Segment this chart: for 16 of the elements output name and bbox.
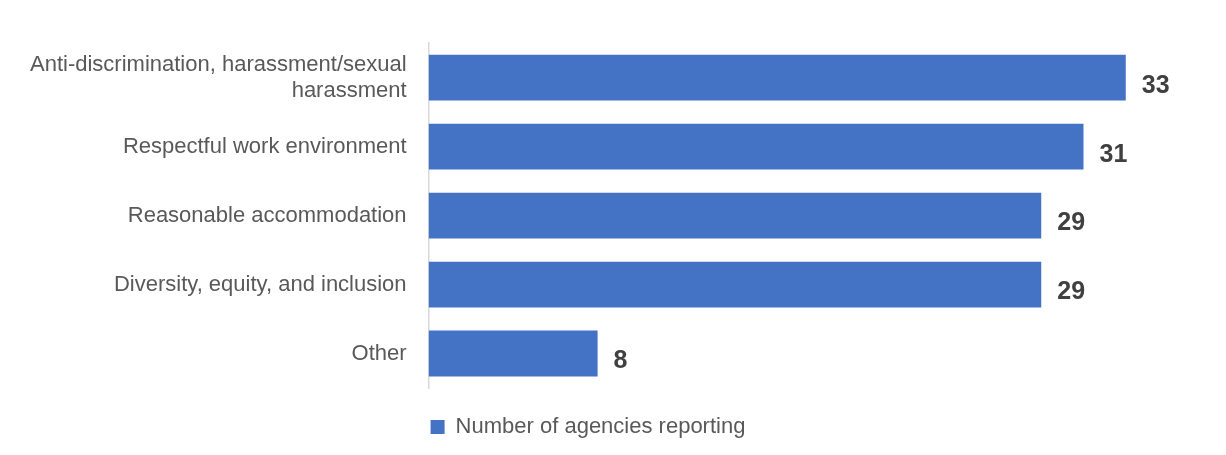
bar [428, 54, 1126, 101]
y-tick-label: Respectful work environment [122, 132, 407, 158]
y-tick-label: Reasonable accommodation [127, 201, 407, 227]
bar [428, 330, 598, 377]
data-label: 31 [1099, 138, 1128, 167]
y-tick-label: Diversity, equity, and inclusion [113, 270, 407, 296]
legend-label: Number of agencies reporting [455, 413, 746, 439]
data-label: 33 [1141, 69, 1170, 98]
data-label: 8 [613, 345, 628, 374]
data-label: 29 [1057, 207, 1086, 236]
data-label: 29 [1057, 276, 1086, 305]
bar [428, 192, 1042, 239]
y-tick-label: Anti-discrimination, harassment/sexual harassment [29, 50, 407, 102]
y-tick-label: Other [351, 339, 407, 365]
bar [428, 261, 1042, 308]
bar [428, 123, 1084, 170]
